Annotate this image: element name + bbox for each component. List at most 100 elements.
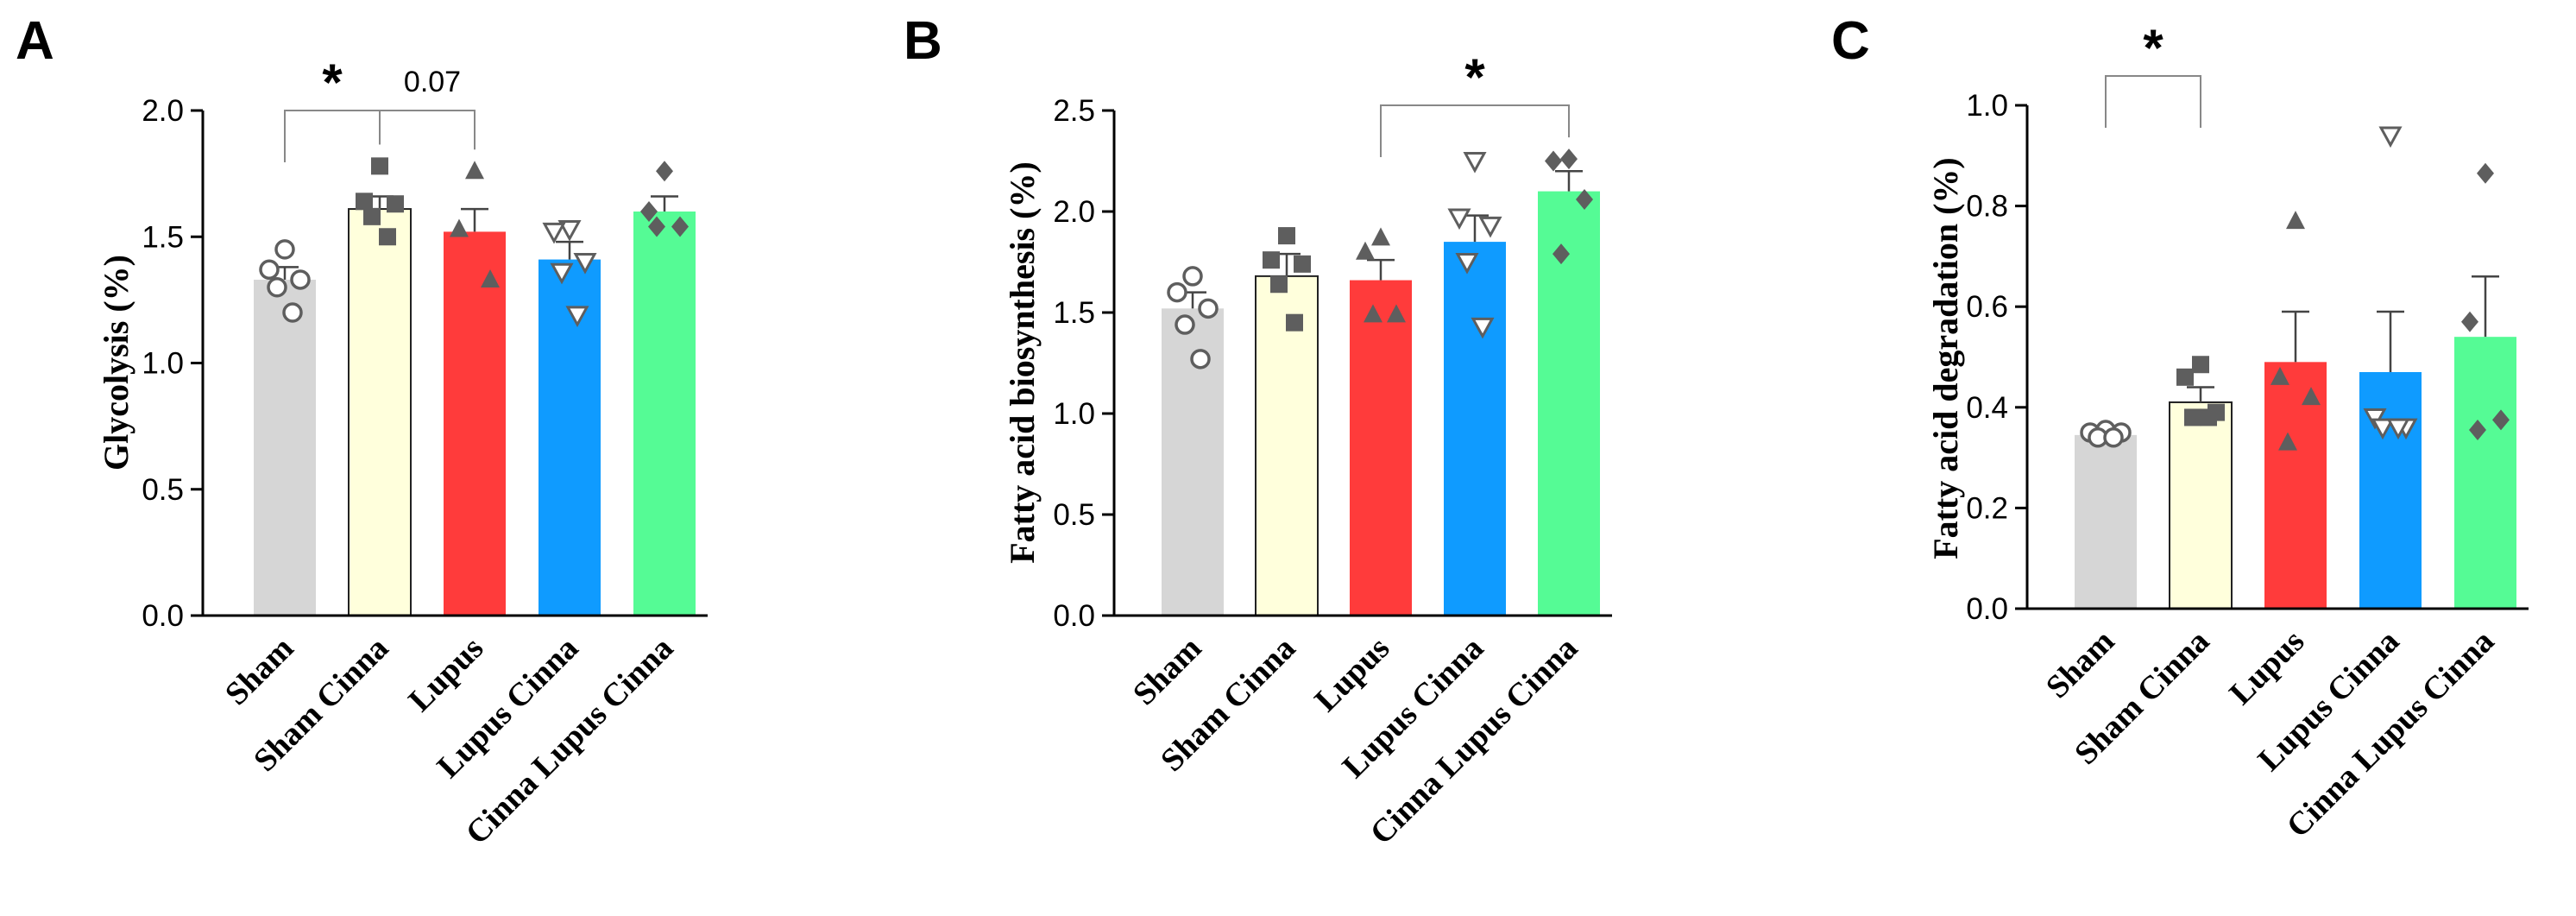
data-point-sham-cinna	[356, 193, 373, 211]
data-point-sham	[1198, 298, 1219, 319]
data-point-sham	[282, 302, 303, 323]
significance-bracket	[284, 110, 381, 162]
significance-star: *	[2143, 19, 2163, 77]
y-tick-label: 0.0	[1053, 599, 1095, 633]
y-tick-label: 0.5	[142, 473, 184, 507]
significance-star: *	[1464, 48, 1485, 106]
data-point-lupus-cinna	[2363, 407, 2387, 430]
data-point-lupus	[1387, 304, 1406, 323]
data-point-cinna-lupus-cinna	[1576, 188, 1593, 210]
y-tick-label: 0.5	[1053, 498, 1095, 532]
panel-letter: A	[16, 11, 54, 71]
data-point-cinna-lupus-cinna	[1545, 150, 1562, 172]
data-point-lupus-cinna	[557, 219, 582, 242]
data-point-lupus	[1371, 227, 1390, 246]
significance-star: *	[322, 54, 343, 111]
y-tick-label: 0.4	[1966, 391, 2008, 425]
x-category-label: Sham	[218, 630, 300, 712]
data-point-cinna-lupus-cinna	[2477, 162, 2494, 184]
data-point-lupus-cinna	[1455, 253, 1479, 275]
data-point-lupus-cinna	[2378, 126, 2403, 148]
data-point-lupus-cinna	[550, 262, 574, 285]
data-point-sham	[274, 239, 295, 260]
y-tick-label: 2.0	[1053, 195, 1095, 229]
x-category-label: Lupus	[2222, 623, 2311, 712]
y-tick-label: 0.0	[1966, 592, 2008, 626]
data-point-sham	[259, 259, 280, 281]
y-tick-label: 1.0	[1966, 89, 2008, 123]
y-tick-label: 1.5	[1053, 296, 1095, 330]
data-point-cinna-lupus-cinna	[1560, 148, 1578, 170]
data-point-sham	[1190, 349, 1211, 370]
panel-letter: C	[1831, 11, 1870, 71]
significance-bracket	[2105, 75, 2201, 128]
data-point-sham-cinna	[1263, 251, 1280, 269]
y-tick-label: 0.8	[1966, 190, 2008, 224]
bar-sham	[254, 279, 316, 616]
data-point-sham	[267, 277, 287, 298]
y-tick-label: 0.6	[1966, 290, 2008, 324]
data-point-cinna-lupus-cinna	[648, 216, 665, 237]
x-category-label: Lupus	[1307, 630, 1396, 719]
y-axis-label: Glycolysis (%)	[97, 255, 135, 471]
data-point-sham-cinna	[379, 228, 396, 246]
significance-p-value: 0.07	[404, 66, 461, 98]
bar-lupus	[1350, 280, 1412, 616]
data-point-sham-cinna	[2176, 368, 2194, 386]
data-point-sham-cinna	[1270, 275, 1288, 294]
data-point-lupus-cinna	[2371, 418, 2395, 440]
data-point-cinna-lupus-cinna	[1553, 243, 1570, 265]
y-tick-label: 1.0	[1053, 397, 1095, 431]
data-point-cinna-lupus-cinna	[656, 161, 673, 182]
bar-sham-cinna	[2169, 401, 2233, 610]
data-point-sham-cinna	[2192, 356, 2209, 374]
data-point-sham	[2103, 427, 2124, 448]
data-point-sham-cinna	[387, 195, 404, 213]
bar-cinna-lupus-cinna	[1538, 191, 1600, 616]
data-point-lupus	[481, 268, 500, 287]
significance-bracket	[1380, 104, 1570, 157]
bar-sham	[2075, 434, 2137, 609]
data-point-lupus	[450, 218, 469, 237]
data-point-cinna-lupus-cinna	[640, 201, 658, 222]
data-point-cinna-lupus-cinna	[671, 216, 689, 237]
data-point-cinna-lupus-cinna	[2469, 420, 2486, 441]
panel-letter: B	[904, 11, 942, 71]
y-tick-label: 2.0	[142, 94, 184, 128]
data-point-lupus	[2278, 432, 2297, 451]
bar-cinna-lupus-cinna	[2454, 337, 2516, 609]
y-tick-label: 0.2	[1966, 491, 2008, 525]
data-point-sham	[1182, 266, 1203, 287]
data-point-sham-cinna	[2200, 408, 2217, 426]
x-category-label: Lupus	[401, 630, 490, 719]
data-point-sham	[290, 269, 311, 290]
y-axis-label: Fatty acid biosynthesis (%)	[1003, 161, 1042, 564]
data-point-lupus	[1364, 304, 1382, 323]
data-point-lupus	[465, 161, 484, 180]
x-category-label: Sham	[1126, 630, 1208, 712]
data-point-sham	[1167, 281, 1187, 303]
bar-lupus-cinna	[1444, 242, 1506, 616]
bar-lupus-cinna	[539, 259, 601, 616]
data-point-lupus	[2271, 366, 2289, 385]
data-point-lupus-cinna	[1463, 152, 1487, 174]
data-point-lupus	[2302, 387, 2321, 406]
data-point-lupus	[2286, 211, 2305, 230]
data-point-lupus-cinna	[573, 253, 597, 275]
data-point-lupus-cinna	[565, 306, 589, 328]
y-axis-label: Fatty acid degradation (%)	[1926, 157, 1965, 559]
bar-cinna-lupus-cinna	[633, 212, 696, 616]
data-point-sham-cinna	[371, 157, 388, 175]
data-point-lupus	[1356, 241, 1375, 260]
data-point-lupus-cinna	[1447, 208, 1471, 231]
data-point-sham-cinna	[1294, 255, 1311, 273]
y-tick-label: 1.5	[142, 220, 184, 254]
bar-lupus-cinna	[2359, 371, 2422, 609]
data-point-cinna-lupus-cinna	[2492, 409, 2510, 431]
y-tick-label: 1.0	[142, 347, 184, 381]
y-tick-label: 2.5	[1053, 94, 1095, 128]
